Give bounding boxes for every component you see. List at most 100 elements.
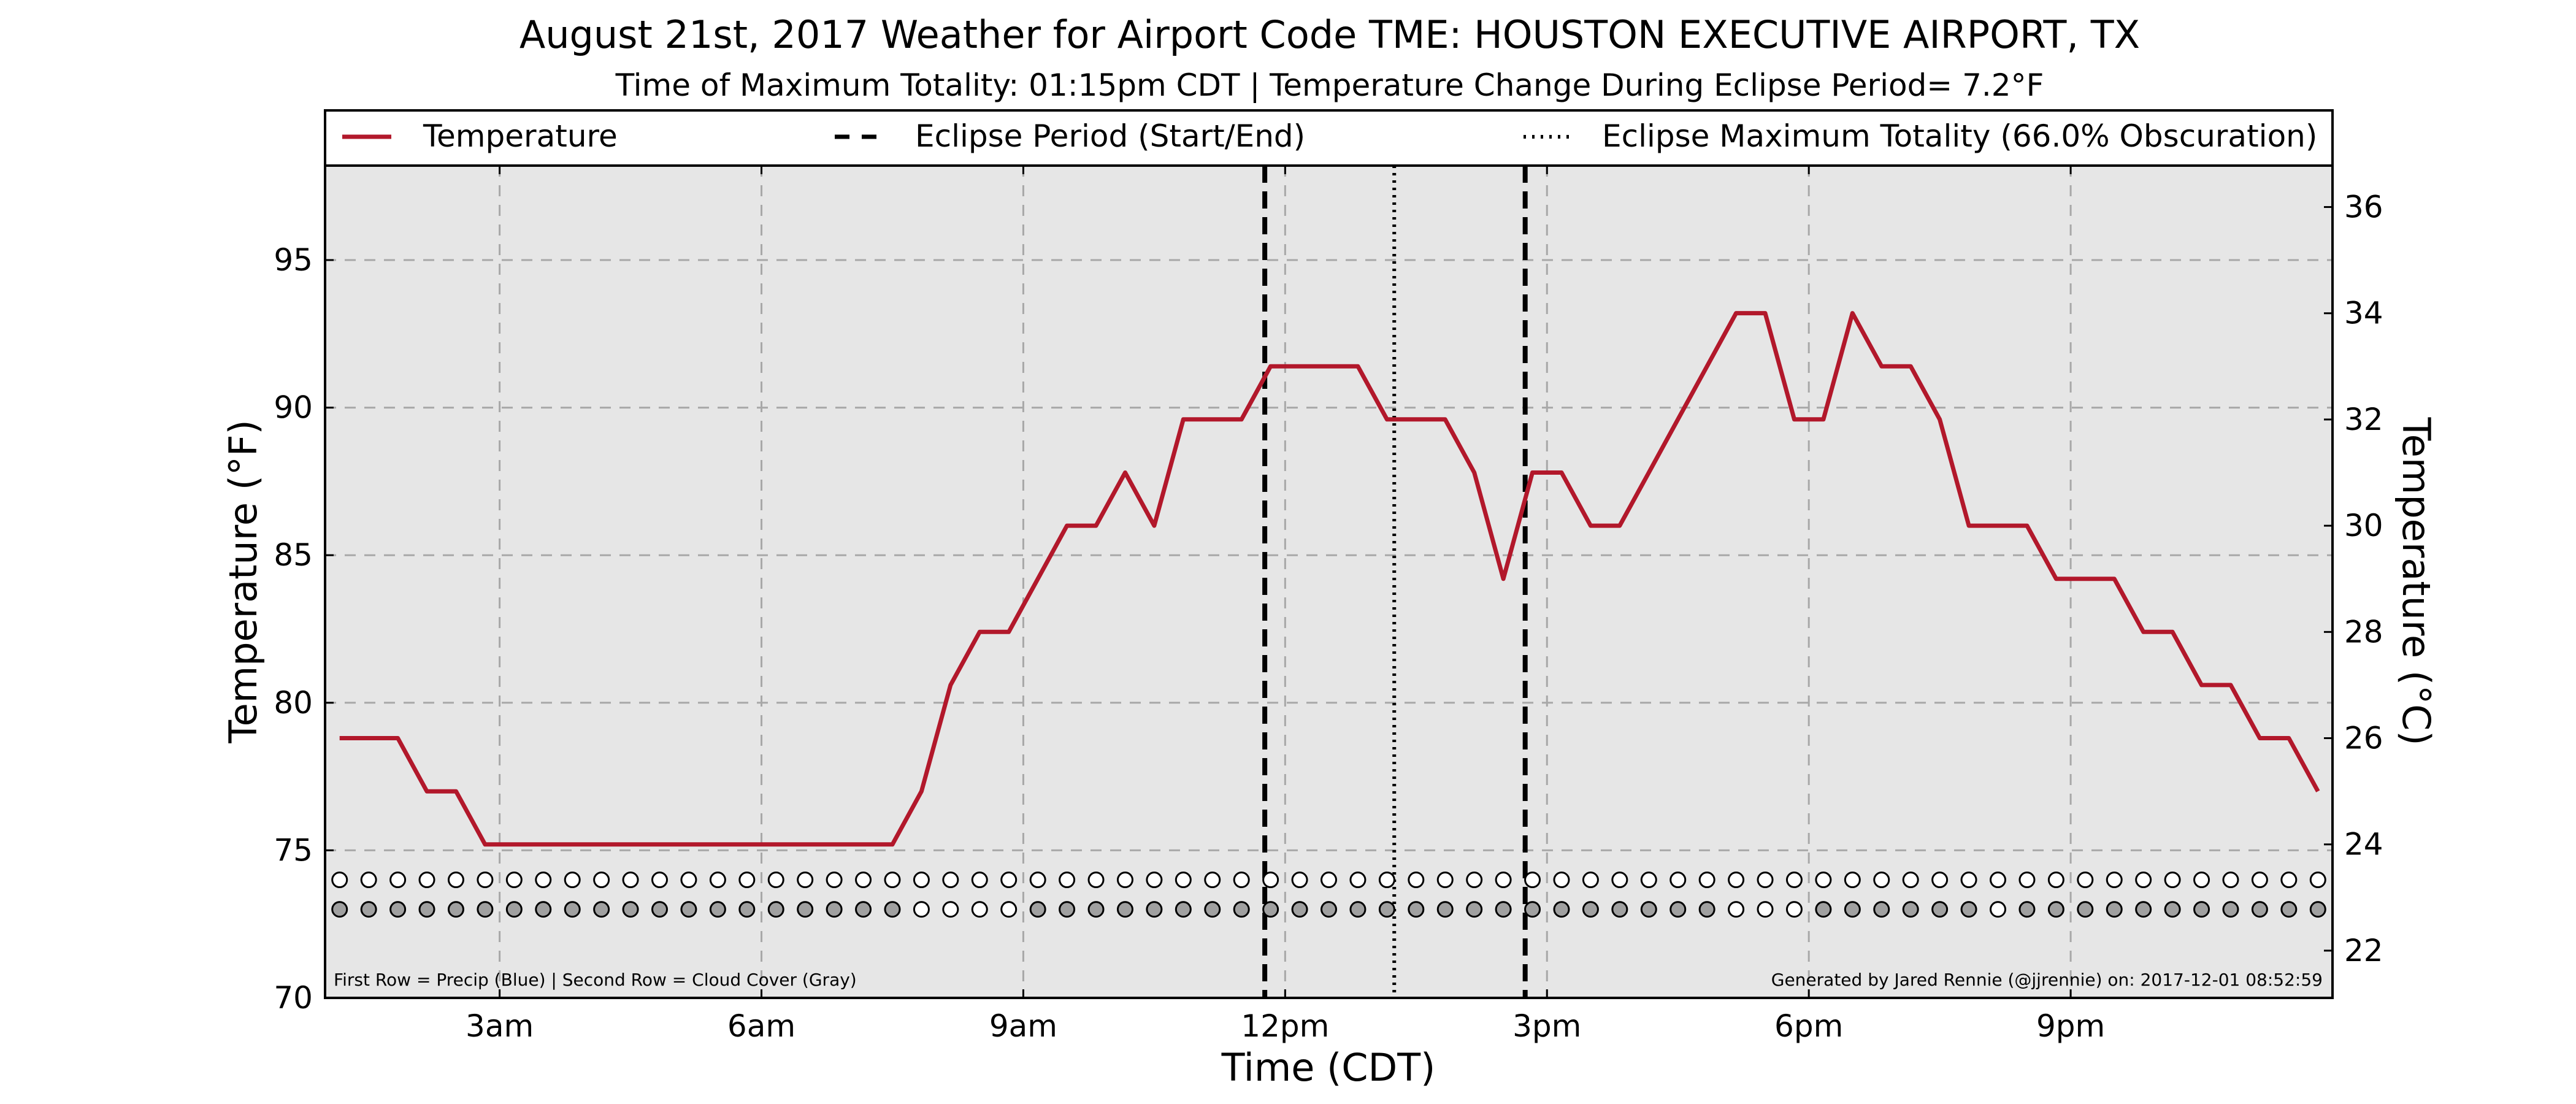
cloud-cover-dot xyxy=(1466,901,1483,918)
precip-dot xyxy=(2193,872,2210,889)
cloud-cover-dot xyxy=(1931,901,1949,918)
precip-dot xyxy=(1815,872,1832,889)
cloud-cover-dot xyxy=(331,901,348,918)
precip-dot xyxy=(1785,872,1803,889)
precip-dot xyxy=(1175,872,1192,889)
cloud-cover-dot xyxy=(680,901,697,918)
precip-dot xyxy=(2106,872,2123,889)
precip-dot xyxy=(2251,872,2268,889)
precip-dot xyxy=(1931,872,1949,889)
precip-dot xyxy=(651,872,668,889)
cloud-cover-dot xyxy=(1698,901,1715,918)
precip-dot xyxy=(1524,872,1541,889)
precip-dot xyxy=(1640,872,1657,889)
x-tick-label: 3pm xyxy=(1512,1008,1581,1044)
precip-dot xyxy=(1233,872,1250,889)
cloud-cover-dot xyxy=(2222,901,2239,918)
precip-dot xyxy=(942,872,959,889)
precip-dot xyxy=(1728,872,1745,889)
precip-dot xyxy=(797,872,814,889)
y-right-tick-label: 28 xyxy=(2344,614,2383,650)
cloud-cover-dot xyxy=(826,901,843,918)
cloud-cover-dot xyxy=(1291,901,1308,918)
precip-dot xyxy=(1408,872,1425,889)
cloud-cover-dot xyxy=(2106,901,2123,918)
cloud-cover-dot xyxy=(913,901,930,918)
precip-dot xyxy=(564,872,581,889)
cloud-cover-dot xyxy=(505,901,523,918)
temperature-line xyxy=(339,311,2320,847)
cloud-cover-dot xyxy=(1146,901,1163,918)
precip-dot xyxy=(2309,872,2326,889)
cloud-cover-dot xyxy=(1640,901,1657,918)
precip-dot xyxy=(477,872,494,889)
eclipse-lines xyxy=(1262,166,1528,998)
cloud-cover-dot xyxy=(564,901,581,918)
precip-dot xyxy=(1757,872,1774,889)
y-tick-label: 85 xyxy=(274,537,313,573)
cloud-cover-dot xyxy=(1785,901,1803,918)
precip-dot xyxy=(1204,872,1221,889)
cloud-cover-dot xyxy=(1902,901,1919,918)
y-axis-label: Temperature (°F) xyxy=(221,420,266,743)
y-right-tick-label: 22 xyxy=(2344,933,2383,968)
cloud-cover-dot xyxy=(418,901,435,918)
y-right-tick-label: 34 xyxy=(2344,296,2383,331)
precip-dot xyxy=(593,872,610,889)
x-tick-label: 6am xyxy=(727,1008,795,1044)
precip-dot xyxy=(709,872,726,889)
precip-dot xyxy=(1436,872,1454,889)
cloud-cover-dot xyxy=(2309,901,2326,918)
precip-dot xyxy=(1669,872,1687,889)
cloud-cover-dot xyxy=(1204,901,1221,918)
cloud-cover-dot xyxy=(1960,901,1977,918)
grid-lines xyxy=(325,166,2333,998)
cloud-cover-dot xyxy=(535,901,552,918)
cloud-cover-dot xyxy=(1873,901,1890,918)
x-tick-label: 12pm xyxy=(1241,1008,1329,1044)
precip-dot xyxy=(738,872,756,889)
y-tick-label: 90 xyxy=(274,390,313,426)
cloud-cover-dot xyxy=(797,901,814,918)
legend-eclipse-max-label: Eclipse Maximum Totality (66.0% Obscurat… xyxy=(1602,118,2317,154)
precip-dot xyxy=(447,872,464,889)
precip-dot xyxy=(884,872,901,889)
cloud-cover-dot xyxy=(767,901,784,918)
cloud-cover-dot xyxy=(2251,901,2268,918)
precip-dot xyxy=(767,872,784,889)
precip-dot xyxy=(1000,872,1018,889)
cloud-cover-dot xyxy=(2018,901,2036,918)
cloud-cover-dot xyxy=(884,901,901,918)
precip-dot xyxy=(826,872,843,889)
y-right-tick-label: 32 xyxy=(2344,402,2383,437)
cloud-cover-dot xyxy=(477,901,494,918)
precip-dot xyxy=(1321,872,1337,889)
precip-dot xyxy=(1029,872,1046,889)
precip-dot xyxy=(1873,872,1890,889)
y-right-tick-label: 26 xyxy=(2344,721,2383,756)
cloud-cover-dot xyxy=(855,901,872,918)
cloud-cover-dot xyxy=(1844,901,1861,918)
y-tick-label: 75 xyxy=(274,832,313,868)
cloud-cover-dot xyxy=(971,901,988,918)
precip-dot xyxy=(1116,872,1133,889)
cloud-cover-dot xyxy=(1000,901,1018,918)
precip-dot xyxy=(2280,872,2298,889)
series-layer xyxy=(339,311,2320,847)
cloud-cover-dot xyxy=(1495,901,1512,918)
cloud-cover-dot xyxy=(593,901,610,918)
y-tick-label: 70 xyxy=(274,980,313,1016)
cloud-cover-dot xyxy=(1349,901,1367,918)
cloud-cover-dot xyxy=(1728,901,1745,918)
cloud-cover-dot xyxy=(651,901,668,918)
chart-title: August 21st, 2017 Weather for Airport Co… xyxy=(519,12,2140,57)
cloud-cover-dot xyxy=(1029,901,1046,918)
plot-frame xyxy=(324,164,2334,999)
precip-dot xyxy=(1553,872,1570,889)
cloud-cover-dot xyxy=(2164,901,2181,918)
cloud-cover-dot xyxy=(1524,901,1541,918)
precip-dot xyxy=(2135,872,2152,889)
legend-temperature-label: Temperature xyxy=(423,118,618,154)
precip-dot xyxy=(2164,872,2181,889)
cloud-cover-dot xyxy=(2135,901,2152,918)
